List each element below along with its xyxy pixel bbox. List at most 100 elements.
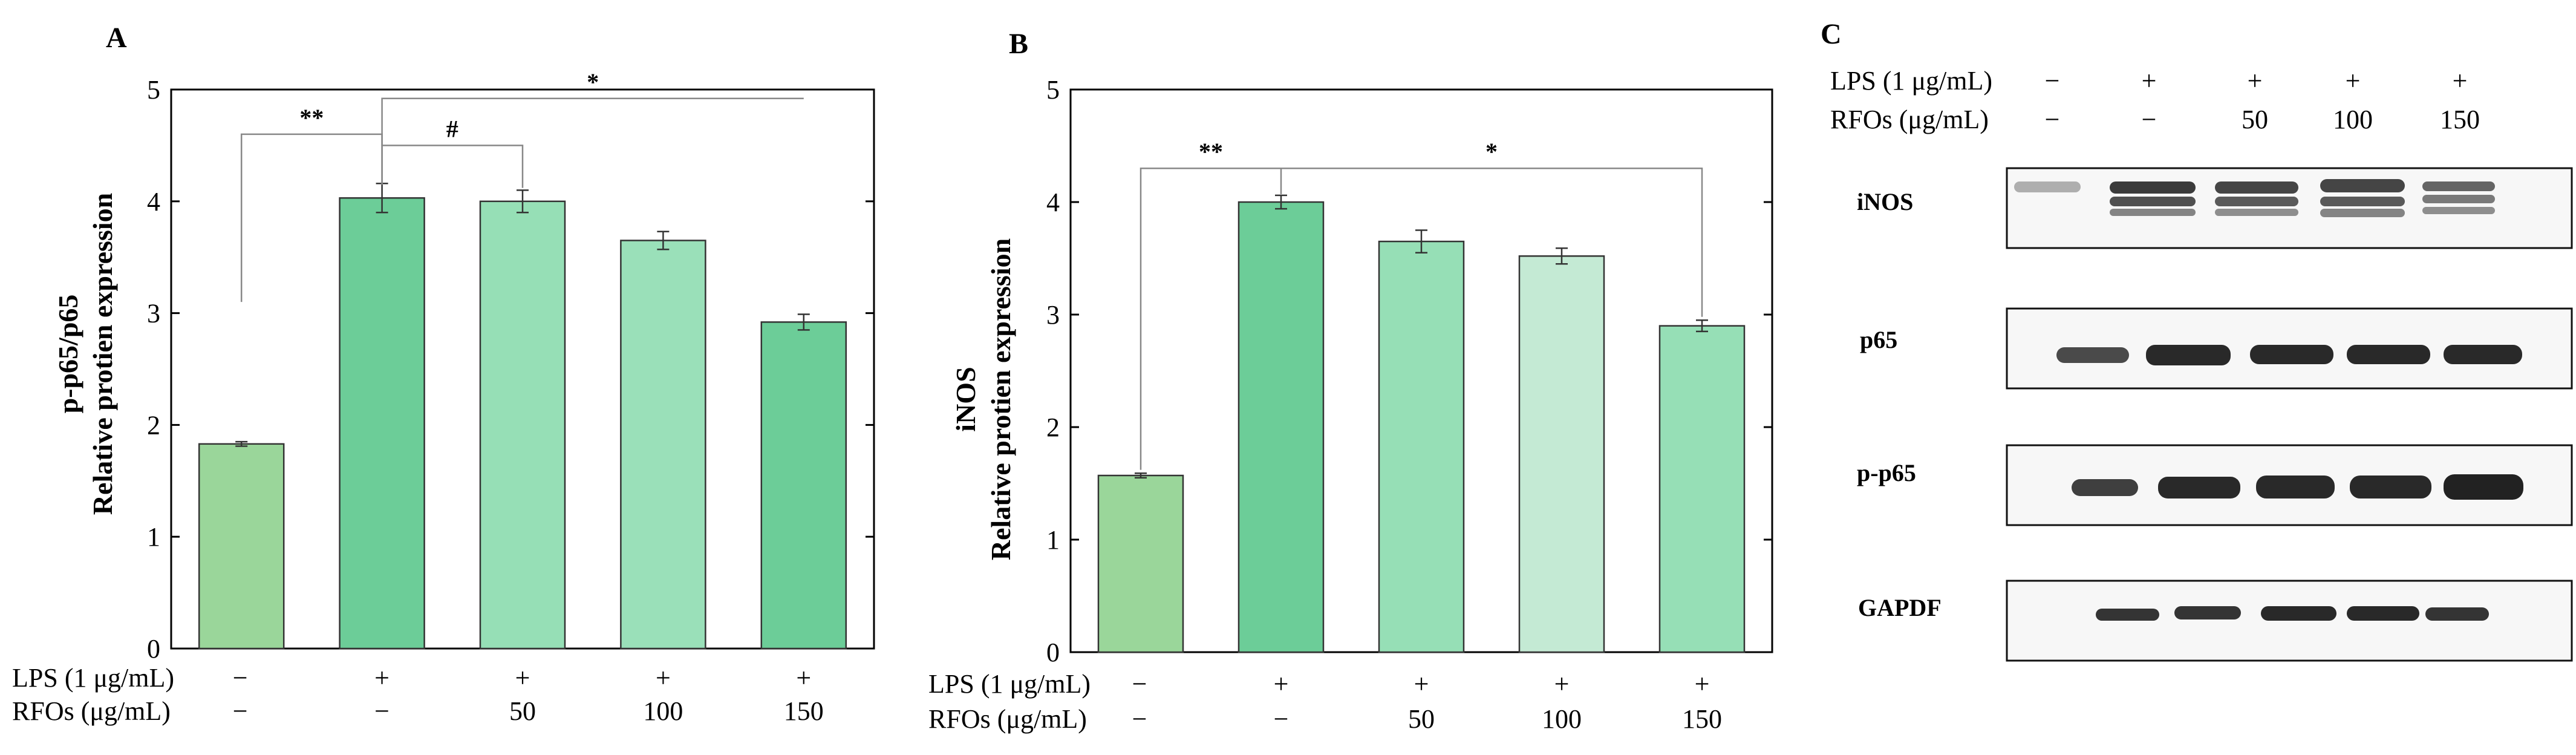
blot-band bbox=[2215, 181, 2298, 194]
panel-a-ytick-label: 1 bbox=[147, 522, 160, 552]
panel-b-error-bar bbox=[1696, 319, 1708, 333]
panel-a-treatment-value: − bbox=[233, 696, 248, 726]
blot-p65: p65 bbox=[1860, 307, 2573, 390]
panel-a-bar bbox=[620, 240, 706, 650]
panel-b-ytick-label: 3 bbox=[1046, 300, 1060, 330]
panel-b-ytick-label: 0 bbox=[1046, 638, 1060, 667]
blot-band bbox=[2110, 181, 2196, 194]
panel-a-ylabel-line1: p-p65/p65 bbox=[53, 295, 83, 414]
panel-a-error-bar bbox=[797, 313, 810, 331]
blot-p65-bands bbox=[2056, 345, 2522, 365]
blot-inos-label: iNOS bbox=[1857, 188, 1913, 215]
panel-c-letter: C bbox=[1821, 18, 1842, 50]
panel-b-treatment-value: + bbox=[1414, 669, 1429, 699]
panel-a-ytick-label: 3 bbox=[147, 299, 160, 328]
blot-band bbox=[2056, 347, 2129, 363]
blot-band bbox=[2422, 181, 2495, 191]
panel-b-treatment-value: − bbox=[1274, 704, 1289, 734]
panel-a-treatment-value: + bbox=[515, 663, 530, 693]
panel-a-bar bbox=[479, 200, 566, 650]
blot-band bbox=[2146, 345, 2231, 365]
blot-band bbox=[2174, 606, 2241, 619]
panel-b-ytick-label: 1 bbox=[1046, 525, 1060, 555]
panel-b-treatment-value: − bbox=[1132, 669, 1147, 699]
panel-c-rfos-values: − − 50 100 150 bbox=[2045, 105, 2480, 134]
blot-p-p65-label: p-p65 bbox=[1857, 459, 1916, 486]
panel-a-significance-label: * bbox=[587, 68, 599, 96]
panel-c-rfos-lane-4: 100 bbox=[2333, 105, 2373, 134]
panel-a-ytick-label: 4 bbox=[147, 187, 160, 217]
blot-band bbox=[2347, 606, 2419, 621]
panel-c-lps-lane-3: + bbox=[2248, 66, 2263, 96]
panel-c-lps-lane-4: + bbox=[2346, 66, 2361, 96]
panel-b-ytick-label: 4 bbox=[1046, 188, 1060, 217]
blot-p-p65: p-p65 bbox=[1857, 444, 2573, 526]
blot-band bbox=[2320, 209, 2405, 217]
panel-b-treatment-value: 150 bbox=[1682, 704, 1722, 734]
panel-b-ylabel: iNOS Relative protien expression bbox=[950, 238, 1016, 560]
panel-a-error-bar bbox=[657, 230, 670, 250]
blot-band bbox=[2347, 345, 2430, 364]
blot-band bbox=[2261, 606, 2336, 621]
panel-a-treatment-value: 50 bbox=[509, 696, 536, 726]
panel-a-treatment-value: 150 bbox=[784, 696, 824, 726]
blot-gapdf-bands bbox=[2096, 606, 2489, 621]
panel-c-lps-values: − + + + + bbox=[2045, 66, 2468, 96]
blot-inos: iNOS bbox=[1857, 167, 2573, 249]
blot-band bbox=[2320, 197, 2405, 206]
panel-b-treatment-value: + bbox=[1695, 669, 1710, 699]
panel-b-error-bar bbox=[1415, 229, 1427, 253]
panel-a-treatment-value: − bbox=[374, 696, 390, 726]
panel-a-treatment-value: + bbox=[374, 663, 390, 693]
blot-band bbox=[2158, 477, 2240, 498]
panel-a-bar bbox=[339, 197, 425, 650]
blot-p-p65-bands bbox=[2072, 474, 2523, 500]
panel-c-rfos-lane-1: − bbox=[2045, 105, 2060, 134]
blot-band bbox=[2072, 479, 2138, 496]
panel-a-error-bar bbox=[235, 440, 248, 447]
panel-b-treatment-value: 100 bbox=[1542, 704, 1582, 734]
panel-a-ytick-label: 5 bbox=[147, 75, 160, 105]
panel-c-lps-lane-2: + bbox=[2142, 66, 2157, 96]
panel-b-letter: B bbox=[1009, 28, 1028, 60]
panel-b-bar bbox=[1518, 255, 1605, 653]
blot-band bbox=[2014, 181, 2081, 192]
panel-b-treatment-value: + bbox=[1554, 669, 1570, 699]
panel-a-error-bar bbox=[517, 189, 529, 214]
panel-b-ytick-label: 5 bbox=[1046, 75, 1060, 105]
panel-a-ylabel-line2: Relative protien expression bbox=[87, 193, 118, 515]
panel-c-lps-lane-1: − bbox=[2045, 66, 2060, 96]
panel-a-treatment-value: − bbox=[233, 663, 248, 693]
blot-band bbox=[2350, 476, 2431, 498]
blot-band bbox=[2422, 207, 2495, 214]
panel-b-ylabel-line2: Relative protien expression bbox=[985, 238, 1016, 560]
panel-c-rfos-lane-3: 50 bbox=[2242, 105, 2268, 134]
blot-band bbox=[2444, 345, 2522, 364]
panel-a-significance-bracket bbox=[381, 97, 804, 146]
panel-c-lps-lane-5: + bbox=[2453, 66, 2468, 96]
panel-b-error-bar bbox=[1275, 194, 1287, 210]
panel-a-ytick-label: 0 bbox=[147, 634, 160, 664]
panel-a-ytick-label: 2 bbox=[147, 410, 160, 440]
blot-band bbox=[2256, 476, 2335, 498]
panel-a-significance-label: # bbox=[446, 115, 458, 142]
blot-band bbox=[2320, 179, 2405, 192]
blot-band bbox=[2215, 197, 2298, 206]
panel-b-treatment-value: − bbox=[1132, 704, 1147, 734]
panel-b-significance-label: * bbox=[1485, 138, 1498, 165]
panel-a-treatment-value: + bbox=[656, 663, 671, 693]
blot-inos-bands bbox=[2014, 179, 2495, 217]
panel-b-bar bbox=[1378, 240, 1465, 653]
panel-b-significance-label: ** bbox=[1199, 138, 1223, 165]
blot-band bbox=[2250, 345, 2333, 364]
panel-b-bar bbox=[1097, 474, 1184, 653]
panel-b-treatment-value: + bbox=[1274, 669, 1289, 699]
panel-a-treatment-value: + bbox=[796, 663, 811, 693]
blot-band bbox=[2096, 609, 2159, 621]
blot-gapdf: GAPDF bbox=[1858, 580, 2573, 662]
panel-c-lps-label: LPS (1 μg/mL) bbox=[1830, 66, 1992, 96]
panel-b-ylabel-line1: iNOS bbox=[950, 367, 981, 431]
